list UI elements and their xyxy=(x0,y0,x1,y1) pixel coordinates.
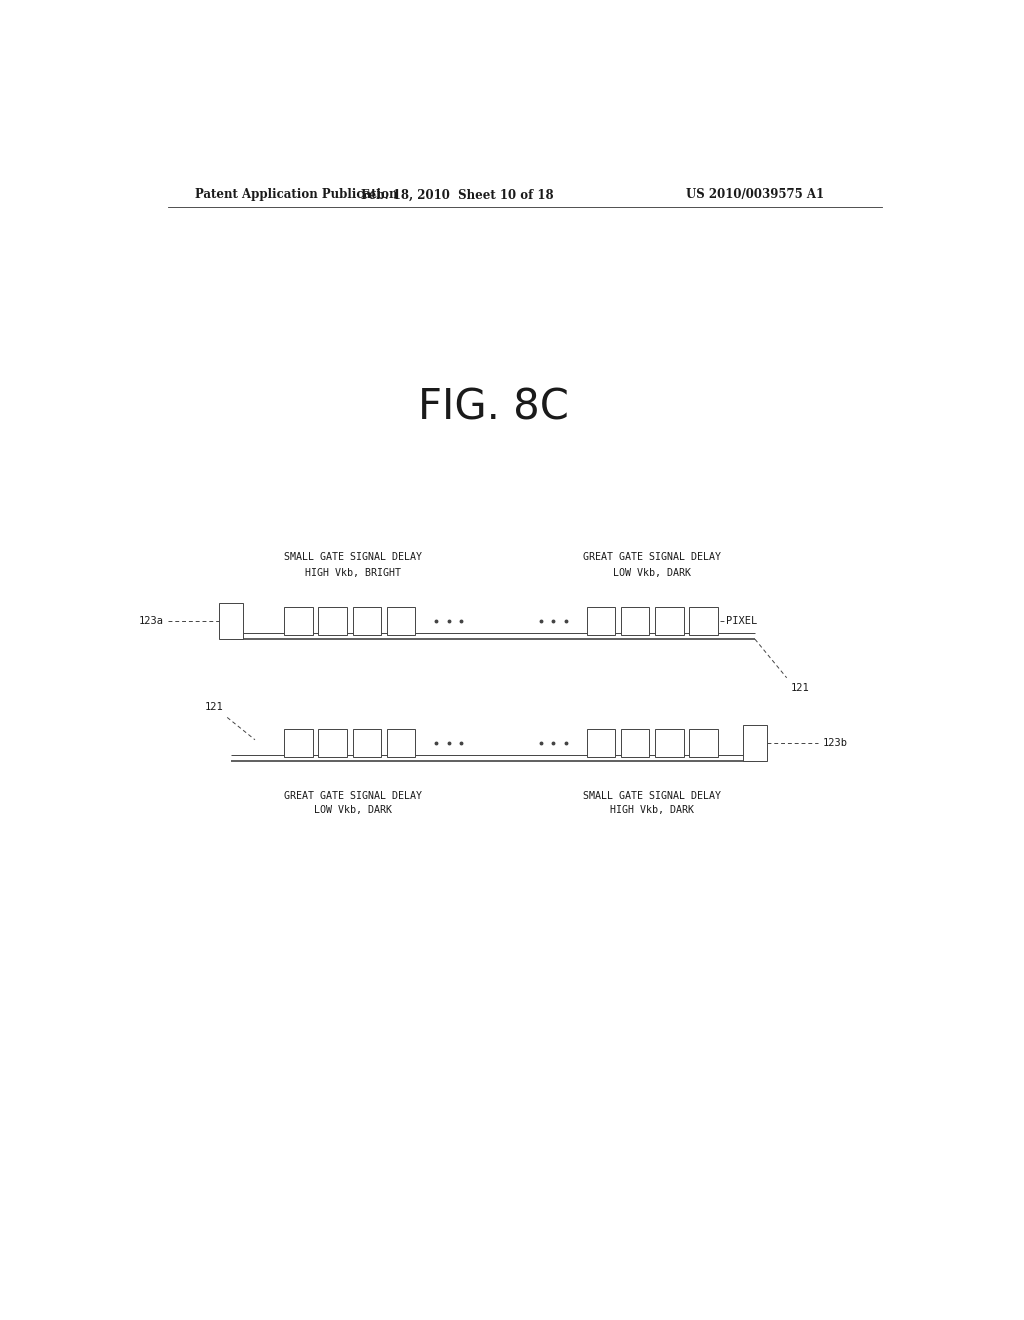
Bar xyxy=(352,729,381,758)
Text: 123b: 123b xyxy=(822,738,848,748)
Bar xyxy=(689,729,718,758)
Bar xyxy=(387,607,416,635)
Text: GREAT GATE SIGNAL DELAY: GREAT GATE SIGNAL DELAY xyxy=(284,791,422,801)
Text: SMALL GATE SIGNAL DELAY: SMALL GATE SIGNAL DELAY xyxy=(583,791,721,801)
Text: LOW Vkb, DARK: LOW Vkb, DARK xyxy=(313,805,391,814)
Bar xyxy=(689,607,718,635)
Bar xyxy=(352,607,381,635)
Bar xyxy=(655,729,684,758)
Text: Feb. 18, 2010  Sheet 10 of 18: Feb. 18, 2010 Sheet 10 of 18 xyxy=(361,189,554,202)
Text: SMALL GATE SIGNAL DELAY: SMALL GATE SIGNAL DELAY xyxy=(284,552,422,562)
Text: US 2010/0039575 A1: US 2010/0039575 A1 xyxy=(686,189,824,202)
Bar xyxy=(743,725,767,762)
Bar xyxy=(318,729,347,758)
Text: FIG. 8C: FIG. 8C xyxy=(418,387,568,429)
Bar xyxy=(621,729,649,758)
Text: HIGH Vkb, BRIGHT: HIGH Vkb, BRIGHT xyxy=(304,568,400,578)
Text: 121: 121 xyxy=(205,702,223,713)
Bar xyxy=(285,607,313,635)
Text: Patent Application Publication: Patent Application Publication xyxy=(196,189,398,202)
Bar xyxy=(621,607,649,635)
Text: GREAT GATE SIGNAL DELAY: GREAT GATE SIGNAL DELAY xyxy=(583,552,721,562)
Text: 121: 121 xyxy=(791,682,809,693)
Text: LOW Vkb, DARK: LOW Vkb, DARK xyxy=(612,568,691,578)
Bar xyxy=(587,607,615,635)
Bar xyxy=(655,607,684,635)
Bar xyxy=(285,729,313,758)
Bar xyxy=(219,602,243,639)
Text: HIGH Vkb, DARK: HIGH Vkb, DARK xyxy=(609,805,694,814)
Text: 123a: 123a xyxy=(138,616,164,626)
Bar xyxy=(318,607,347,635)
Bar xyxy=(387,729,416,758)
Text: PIXEL: PIXEL xyxy=(726,616,757,626)
Bar xyxy=(587,729,615,758)
